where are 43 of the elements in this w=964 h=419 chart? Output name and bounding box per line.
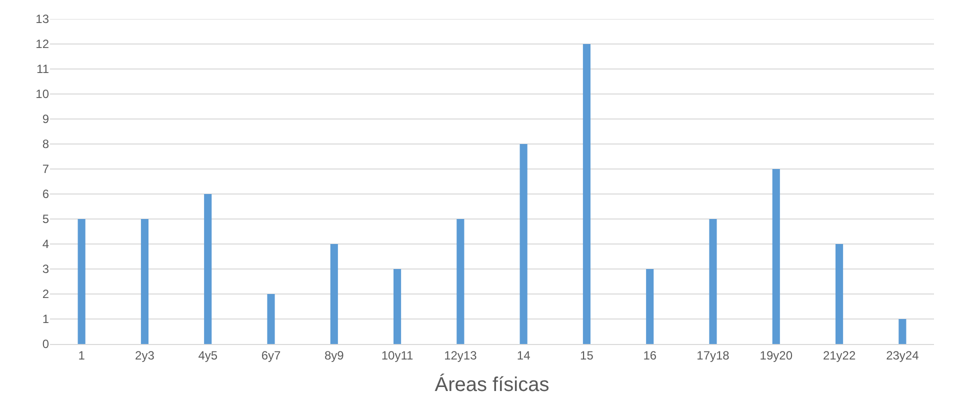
y-tick-label: 10 [36, 87, 50, 102]
bar [772, 169, 780, 344]
bar [898, 319, 906, 344]
x-tick-label: 15 [580, 348, 594, 362]
y-tick-label: 6 [42, 187, 50, 202]
x-axis-title: Áreas físicas [434, 372, 550, 396]
bar [204, 194, 212, 344]
y-tick-label: 0 [42, 337, 50, 352]
y-tick-label: 12 [36, 37, 50, 52]
y-tick-label: 13 [36, 12, 50, 26]
y-tick-label: 7 [42, 162, 50, 176]
x-tick-label: 17y18 [696, 348, 730, 362]
x-tick-label: 23y24 [886, 348, 920, 362]
y-tick-label: 3 [42, 262, 50, 276]
x-tick-label: 6y7 [261, 348, 281, 362]
bar [520, 144, 528, 344]
bar [330, 244, 338, 344]
bar [709, 219, 717, 344]
x-tick-label: 12y13 [444, 348, 478, 362]
bar [140, 219, 148, 344]
bar [582, 44, 590, 344]
y-tick-label: 9 [42, 112, 50, 126]
x-tick-label: 8y9 [324, 348, 344, 362]
x-tick-label: 14 [516, 348, 531, 362]
x-tick-label: 2y3 [135, 348, 155, 362]
bar [78, 219, 86, 344]
y-tick-label: 1 [42, 312, 50, 326]
x-tick-label: 16 [643, 348, 657, 362]
y-tick-label: 2 [42, 287, 50, 302]
y-tick-label: 5 [42, 212, 50, 226]
x-tick-label: 21y22 [822, 348, 856, 362]
x-tick-label: 1 [78, 348, 86, 362]
bar [836, 244, 844, 344]
bar [646, 269, 654, 344]
x-tick-label: 10y11 [381, 348, 414, 362]
x-tick-label: 19y20 [760, 348, 793, 362]
y-tick-label: 11 [36, 62, 50, 76]
y-tick-label: 8 [42, 137, 50, 152]
y-tick-label: 4 [42, 237, 50, 252]
x-tick-label: 4y5 [198, 348, 218, 362]
bar [394, 269, 402, 344]
bar [456, 219, 464, 344]
bar [267, 294, 275, 344]
